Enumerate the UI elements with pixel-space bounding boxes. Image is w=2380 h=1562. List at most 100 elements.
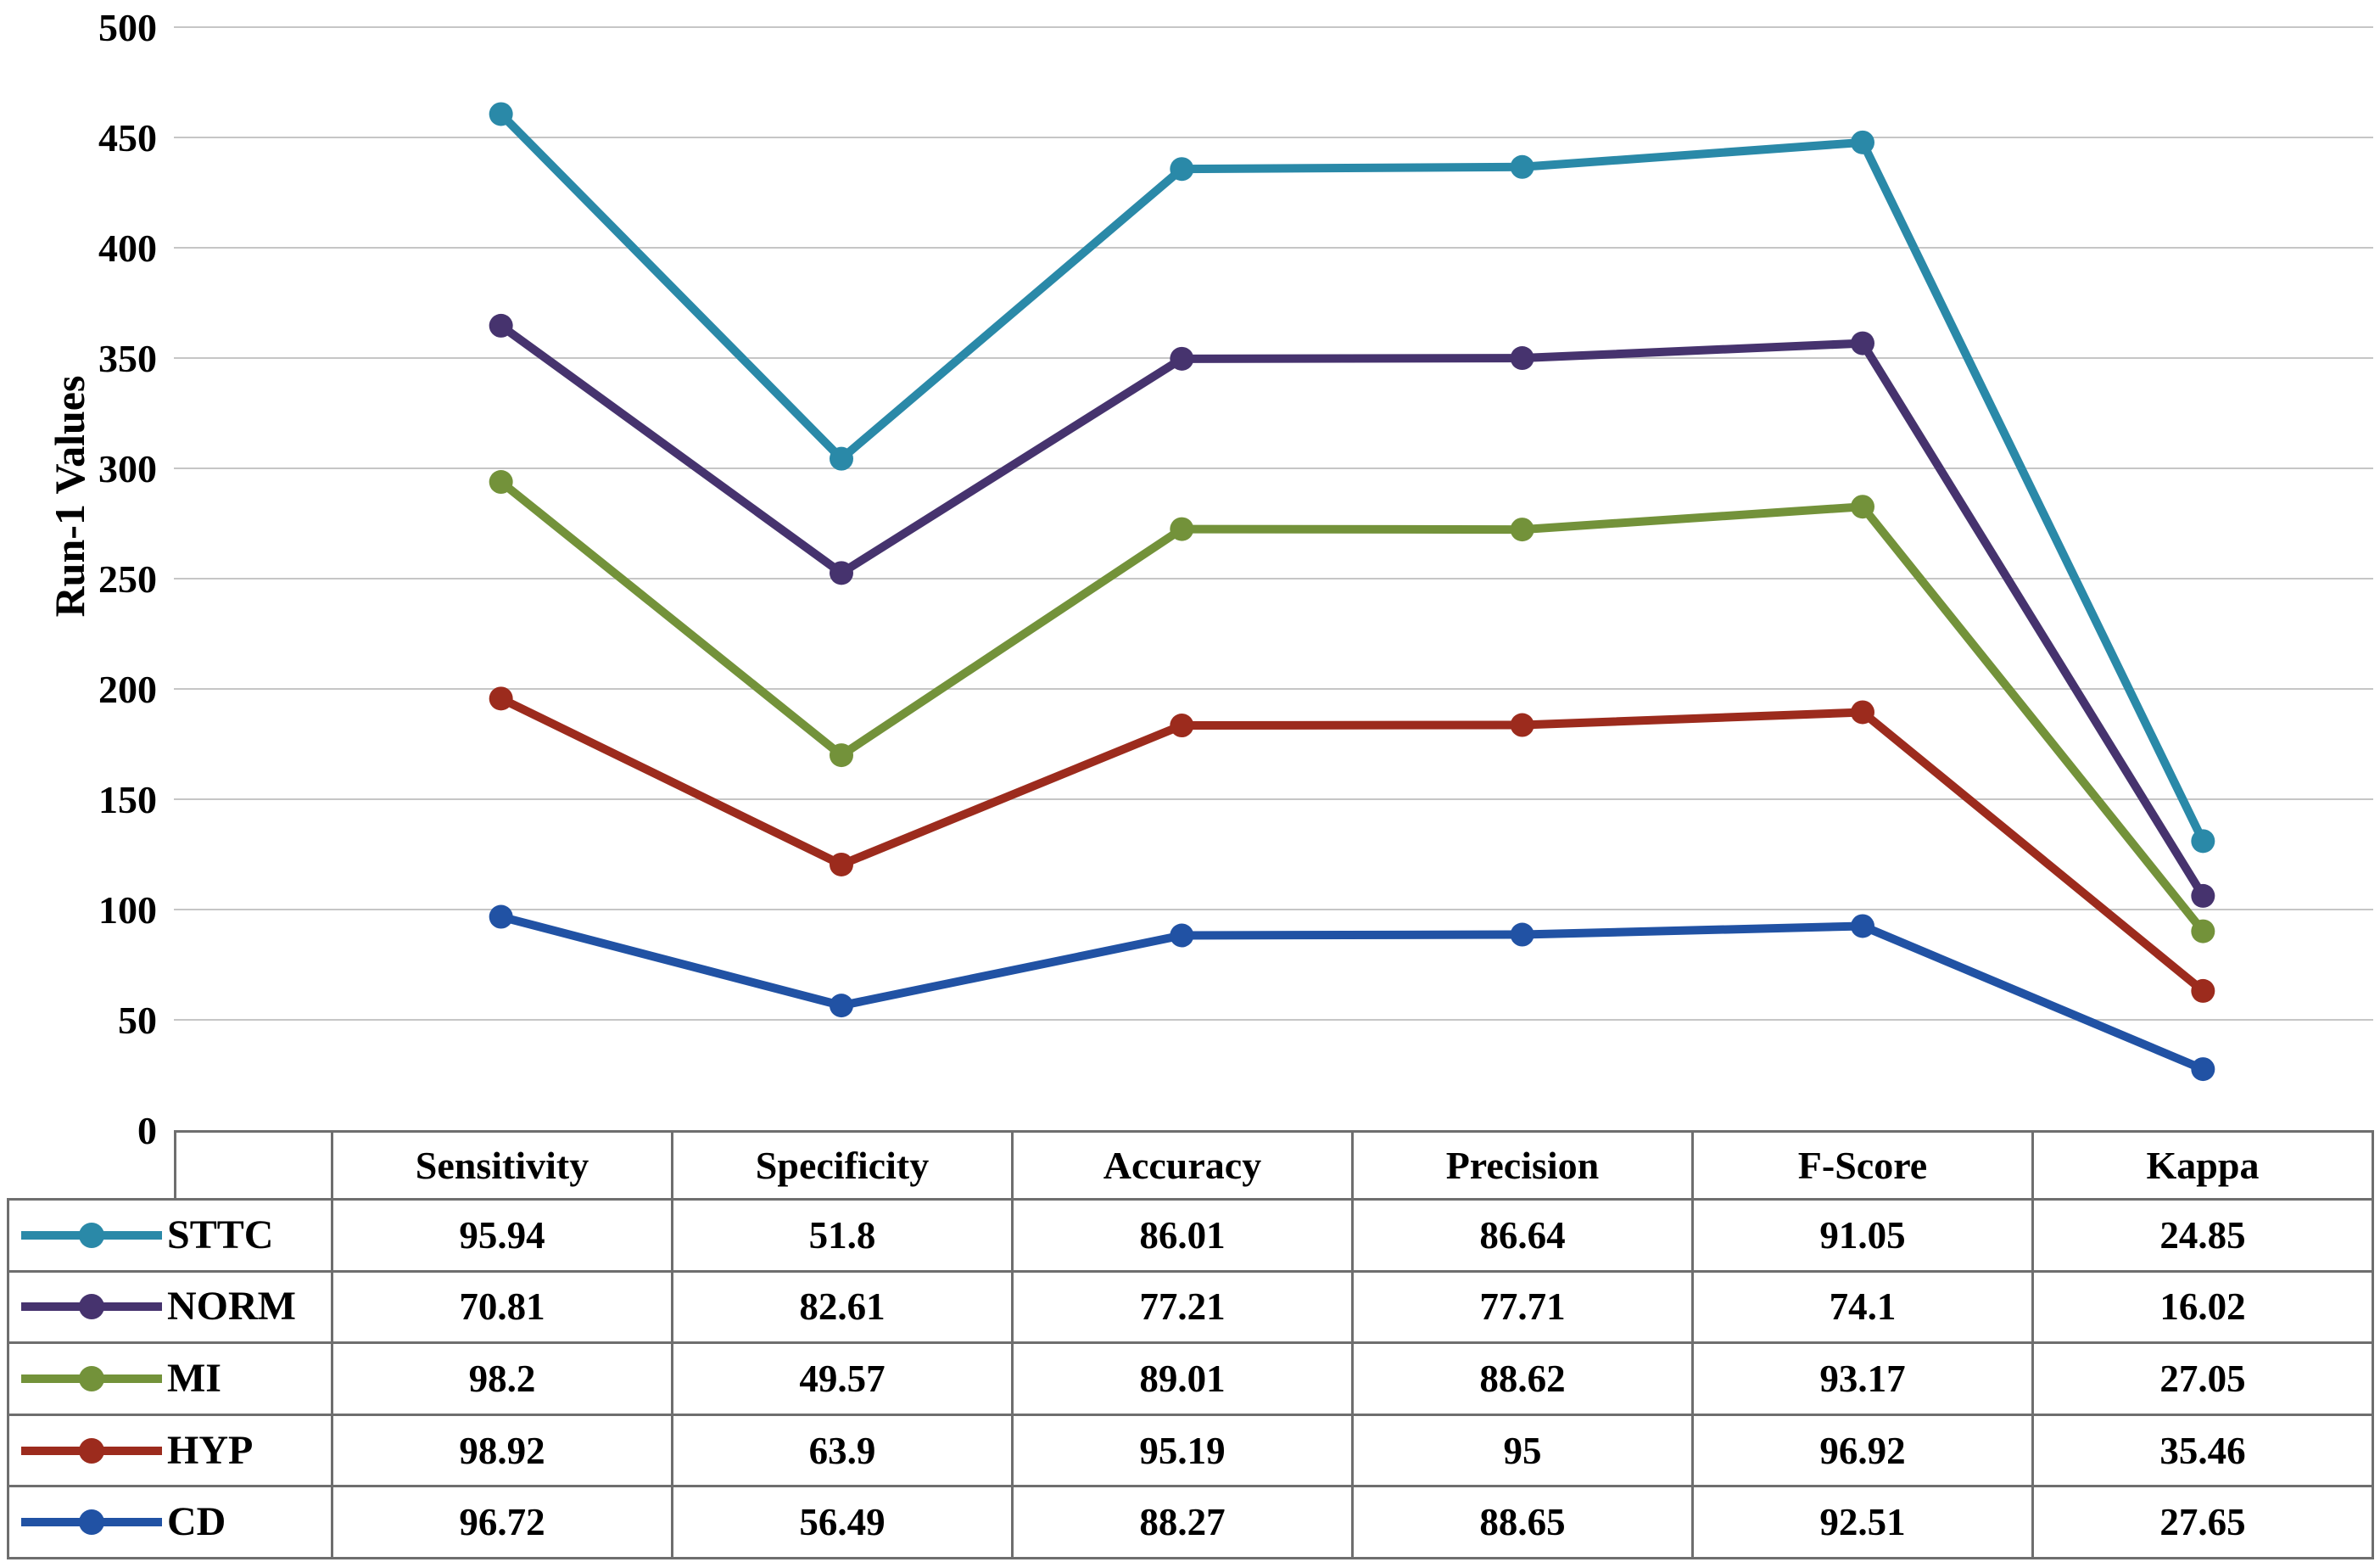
series-marker-sttc — [1510, 154, 1534, 179]
data-table-wrap: Sensitivity Specificity Accuracy Precision F… — [7, 1130, 2374, 1559]
series-line-cd — [496, 912, 2208, 1074]
series-legend-cell: MI — [7, 1341, 333, 1416]
table-value-cell: 56.49 — [671, 1485, 1014, 1559]
y-tick-label: 250 — [98, 557, 157, 601]
data-table: Sensitivity Specificity Accuracy Precision F… — [7, 1130, 2374, 1559]
series-marker-hyp — [1510, 713, 1534, 737]
table-value-cell: 27.05 — [2031, 1341, 2374, 1416]
table-value-cell: 86.64 — [1351, 1198, 1694, 1273]
key-dot — [79, 1509, 104, 1536]
series-line-hyp — [496, 694, 2208, 995]
y-axis-title: Run-1 Values — [46, 375, 93, 618]
series-marker-mi — [830, 743, 853, 768]
series-marker-hyp — [489, 686, 513, 711]
series-marker-norm — [489, 313, 513, 338]
table-value-cell: 88.65 — [1351, 1485, 1694, 1559]
table-row-mi: MI 98.2 49.57 89.01 88.62 93.17 27.05 — [7, 1341, 2374, 1416]
series-marker-norm — [2191, 883, 2215, 908]
table-value-cell: 98.92 — [331, 1413, 673, 1488]
table-value-cell: 95.94 — [331, 1198, 673, 1273]
key-dot — [79, 1437, 104, 1464]
y-tick-label: 50 — [118, 999, 157, 1042]
key-dot — [79, 1222, 104, 1248]
table-value-cell: 27.65 — [2031, 1485, 2374, 1559]
series-marker-cd — [489, 904, 513, 929]
series-line-norm — [496, 321, 2208, 900]
table-value-cell: 35.46 — [2031, 1413, 2374, 1488]
table-value-cell: 16.02 — [2031, 1269, 2374, 1345]
series-marker-hyp — [1851, 700, 1874, 725]
table-value-cell: 74.1 — [1691, 1269, 2034, 1345]
series-legend-cell: NORM — [7, 1269, 333, 1345]
series-key-icon-mi — [21, 1365, 162, 1391]
series-marker-cd — [1510, 922, 1534, 947]
series-marker-mi — [1510, 518, 1534, 542]
table-value-cell: 98.2 — [331, 1341, 673, 1416]
series-key-icon-hyp — [21, 1437, 162, 1464]
series-key-icon-norm — [21, 1294, 162, 1320]
series-marker-norm — [1170, 346, 1194, 371]
table-header-precision: Precision — [1351, 1130, 1694, 1201]
table-header-accuracy: Accuracy — [1011, 1130, 1354, 1201]
table-value-cell: 95 — [1351, 1413, 1694, 1488]
series-marker-mi — [1851, 495, 1874, 519]
series-line-sttc — [496, 109, 2208, 846]
y-tick-label: 500 — [98, 6, 157, 49]
key-dot — [79, 1365, 104, 1391]
y-tick-label: 400 — [98, 227, 157, 270]
y-tick-label: 450 — [98, 116, 157, 160]
table-value-cell: 51.8 — [671, 1198, 1014, 1273]
table-row-cd: CD 96.72 56.49 88.27 88.65 92.51 27.65 — [7, 1485, 2374, 1559]
header-gutter-cell — [8, 1132, 176, 1200]
series-marker-cd — [830, 994, 853, 1018]
series-marker-sttc — [1170, 157, 1194, 182]
table-value-cell: 92.51 — [1691, 1485, 2034, 1559]
y-tick-label: 350 — [98, 337, 157, 380]
series-name-label: CD — [167, 1499, 226, 1545]
series-marker-hyp — [2191, 978, 2215, 1003]
table-value-cell: 77.71 — [1351, 1269, 1694, 1345]
series-line-mi — [496, 478, 2208, 936]
series-marker-hyp — [830, 852, 853, 876]
table-value-cell: 70.81 — [331, 1269, 673, 1345]
table-value-cell: 82.61 — [671, 1269, 1014, 1345]
table-value-cell: 96.72 — [331, 1485, 673, 1559]
table-header-row: Sensitivity Specificity Accuracy Precision F… — [8, 1130, 2374, 1201]
series-marker-hyp — [1170, 714, 1194, 738]
table-value-cell: 77.21 — [1011, 1269, 1354, 1345]
series-marker-cd — [2191, 1057, 2215, 1082]
y-tick-label: 150 — [98, 778, 157, 821]
series-legend-cell: CD — [7, 1485, 333, 1559]
table-value-cell: 49.57 — [671, 1341, 1014, 1416]
series-marker-mi — [489, 470, 513, 495]
series-legend-cell: HYP — [7, 1413, 333, 1488]
series-name-label: NORM — [167, 1284, 296, 1330]
y-tick-label: 100 — [98, 888, 157, 932]
series-marker-mi — [1170, 517, 1194, 541]
key-dot — [79, 1294, 104, 1320]
series-name-label: HYP — [167, 1427, 254, 1473]
table-value-cell: 93.17 — [1691, 1341, 2034, 1416]
table-header-specificity: Specificity — [671, 1130, 1014, 1201]
table-header-sensitivity: Sensitivity — [331, 1130, 673, 1201]
table-value-cell: 88.62 — [1351, 1341, 1694, 1416]
table-value-cell: 95.19 — [1011, 1413, 1354, 1488]
table-value-cell: 96.92 — [1691, 1413, 2034, 1488]
series-name-label: MI — [167, 1355, 221, 1401]
y-tick-label: 200 — [98, 668, 157, 711]
series-key-icon-cd — [21, 1509, 162, 1536]
series-marker-norm — [1510, 346, 1534, 371]
series-key-icon-sttc — [21, 1222, 162, 1248]
series-marker-sttc — [489, 102, 513, 126]
series-marker-norm — [830, 561, 853, 585]
table-row-norm: NORM 70.81 82.61 77.21 77.71 74.1 16.02 — [7, 1269, 2374, 1345]
series-legend-cell: STTC — [7, 1198, 333, 1273]
y-tick-label: 0 — [137, 1109, 157, 1152]
table-row-hyp: HYP 98.92 63.9 95.19 95 96.92 35.46 — [7, 1413, 2374, 1488]
table-header-kappa: Kappa — [2031, 1130, 2374, 1201]
table-header-f-score: F-Score — [1691, 1130, 2034, 1201]
y-tick-label: 300 — [98, 447, 157, 490]
series-marker-cd — [1170, 923, 1194, 948]
